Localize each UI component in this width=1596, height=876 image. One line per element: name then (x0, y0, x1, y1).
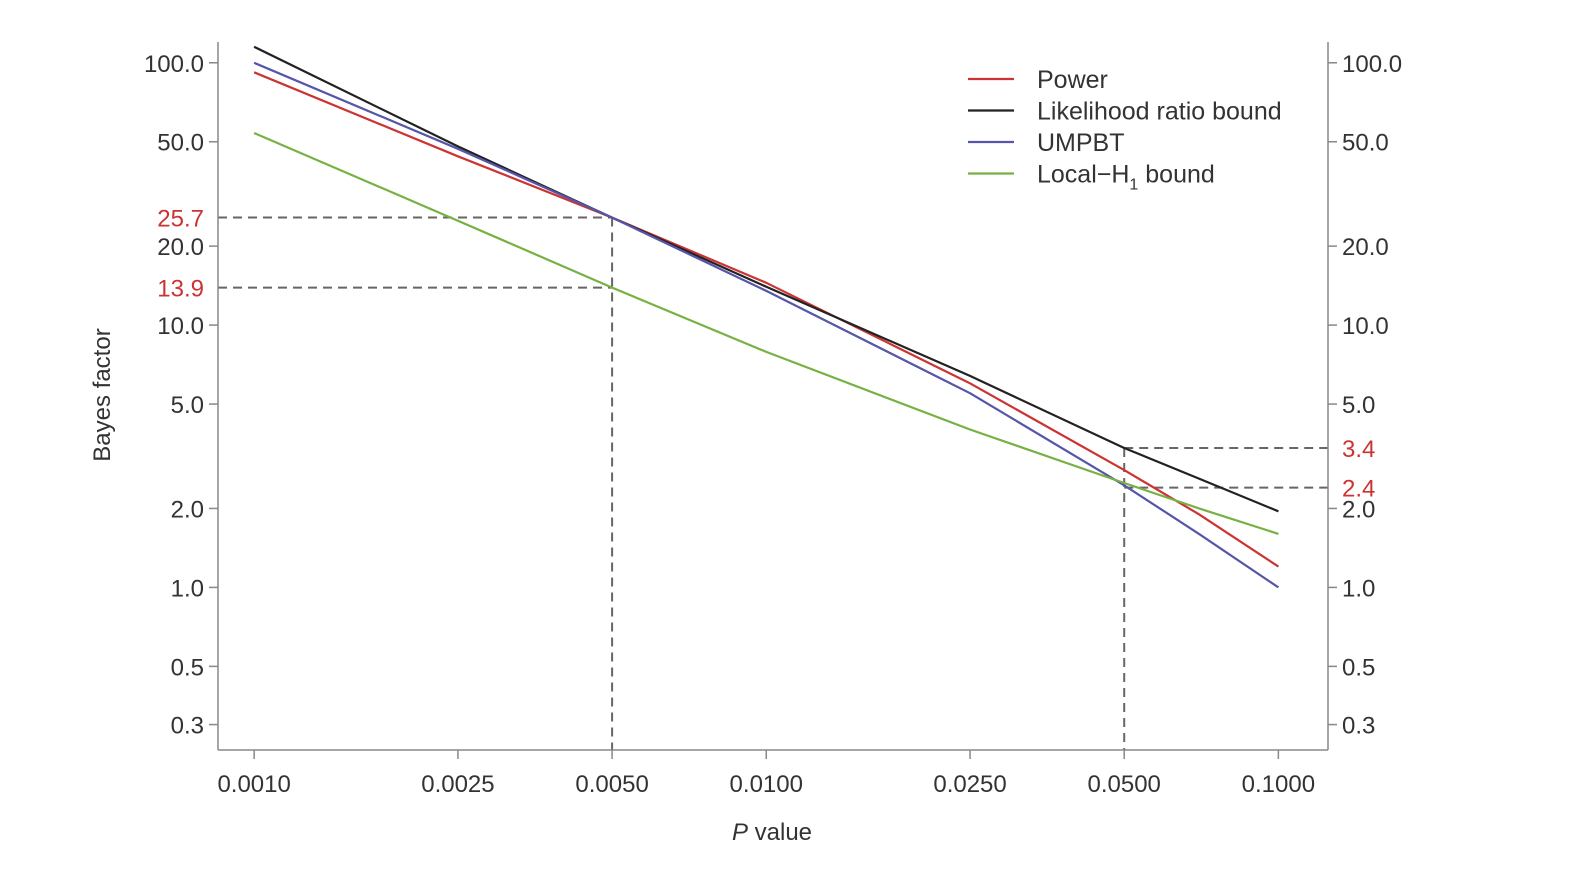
y-tick-label-right: 0.3 (1342, 713, 1375, 740)
legend-label-name: Likelihood ratio bound (1037, 98, 1282, 126)
y-tick-label-left: 50.0 (157, 130, 204, 157)
y-tick-label-right: 1.0 (1342, 575, 1375, 602)
series-line-likelihood-ratio-bound (253, 45, 1279, 513)
y-tick-label-left: 100.0 (144, 51, 204, 78)
x-tick-label: 0.0050 (575, 771, 648, 798)
x-axis-title: P value (732, 819, 812, 846)
y-tick-label-right: 2.0 (1342, 496, 1375, 523)
y-axis-title: Bayes factor (89, 328, 116, 461)
reference-value-label: 13.9 (157, 276, 204, 303)
y-tick-label-left: 2.0 (171, 496, 204, 523)
series-line-power (253, 71, 1280, 568)
x-tick-label: 0.0025 (421, 771, 494, 798)
series-lines (253, 45, 1280, 589)
x-axis-title-italic: P (732, 819, 748, 846)
y-tick-label-left: 10.0 (157, 313, 204, 340)
reference-value-label: 25.7 (157, 206, 204, 233)
x-tick-label: 0.0250 (933, 771, 1006, 798)
y-tick-label-right: 100.0 (1342, 51, 1402, 78)
y-tick-label-right: 50.0 (1342, 130, 1389, 157)
legend-label-name: Power (1037, 66, 1108, 94)
y-tick-label-left: 1.0 (171, 575, 204, 602)
reference-lines (218, 216, 1328, 750)
annotation-labels: 25.7 13.9 3.4 2.4 (157, 206, 1375, 503)
y-tick-label-right: 10.0 (1342, 313, 1389, 340)
y-tick-label-left: 5.0 (171, 392, 204, 419)
series-line-local-h (253, 131, 1279, 535)
x-tick-label: 0.0100 (730, 771, 803, 798)
legend-label-name: Local−H (1037, 161, 1129, 189)
y-tick-label-left: 0.5 (171, 654, 204, 681)
reference-value-label: 2.4 (1342, 476, 1375, 503)
legend-label: UMPBT (1037, 129, 1125, 157)
y-tick-label-right: 5.0 (1342, 392, 1375, 419)
legend-label-suffix: bound (1138, 161, 1214, 189)
y-tick-label-left: 20.0 (157, 234, 204, 261)
axes: 0.3 0.3 0.5 0.5 1.0 1.0 2.0 2.0 5.0 5.0 10.0 10.0 20… (144, 42, 1402, 798)
legend-label-subscript: 1 (1129, 177, 1138, 194)
legend-label: Local−H1 bound (1037, 161, 1215, 194)
x-tick-label: 0.0500 (1088, 771, 1161, 798)
legend: Power Likelihood ratio bound UMPBT Local−H1… (968, 66, 1282, 194)
x-axis-title-rest: value (748, 819, 812, 846)
x-tick-label: 0.0010 (217, 771, 290, 798)
reference-value-label: 3.4 (1342, 436, 1375, 463)
y-tick-label-left: 0.3 (171, 713, 204, 740)
series-line-umpbt (253, 61, 1280, 589)
legend-label: Power (1037, 66, 1108, 94)
x-tick-label: 0.1000 (1242, 771, 1315, 798)
legend-label-name: UMPBT (1037, 129, 1125, 157)
y-tick-label-right: 0.5 (1342, 654, 1375, 681)
y-tick-label-right: 20.0 (1342, 234, 1389, 261)
legend-label: Likelihood ratio bound (1037, 98, 1282, 126)
